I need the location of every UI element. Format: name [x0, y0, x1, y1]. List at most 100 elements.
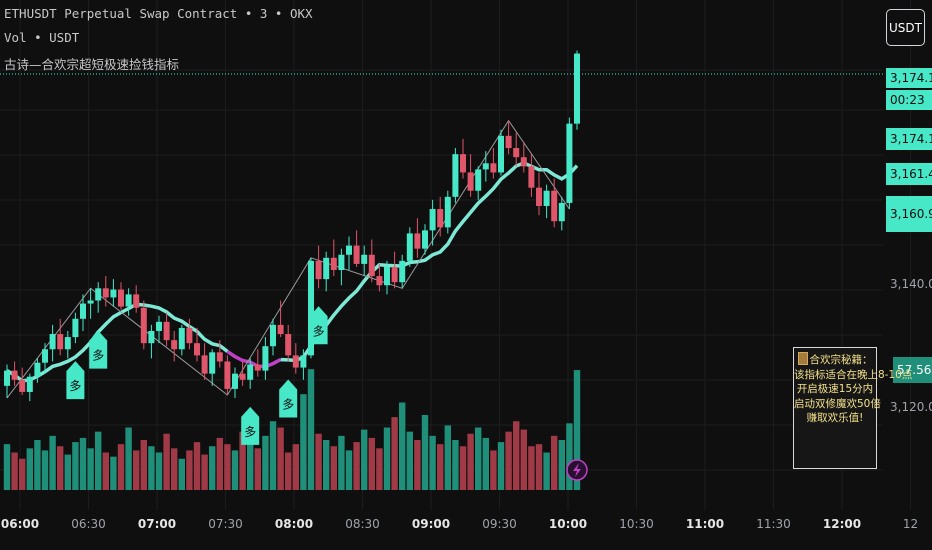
candle[interactable] — [429, 199, 436, 246]
signal-label: 多 — [92, 349, 104, 363]
candles[interactable] — [4, 50, 580, 402]
candle[interactable] — [95, 282, 102, 313]
candle[interactable] — [118, 282, 124, 310]
candle[interactable] — [437, 196, 444, 237]
candle[interactable] — [467, 154, 474, 197]
candle[interactable] — [399, 254, 406, 289]
candle[interactable] — [300, 349, 307, 380]
candle[interactable] — [330, 239, 337, 277]
candle-body — [148, 330, 155, 344]
candle[interactable] — [460, 138, 466, 179]
moving-average-line — [280, 161, 579, 363]
candle[interactable] — [551, 178, 558, 228]
candle[interactable] — [19, 367, 26, 395]
candle[interactable] — [376, 263, 383, 292]
candle[interactable] — [444, 190, 451, 234]
candle[interactable] — [110, 279, 117, 307]
candle[interactable] — [148, 324, 155, 359]
volume-bar — [79, 437, 87, 490]
candle[interactable] — [171, 330, 178, 362]
candle[interactable] — [201, 343, 208, 380]
candle[interactable] — [254, 349, 261, 377]
candle[interactable] — [163, 312, 170, 347]
candle[interactable] — [505, 120, 512, 155]
candle-body — [26, 376, 33, 392]
candle[interactable] — [285, 324, 292, 362]
candle[interactable] — [452, 148, 459, 203]
signal-marker-shape — [279, 379, 298, 418]
candle[interactable] — [216, 340, 223, 368]
candle[interactable] — [26, 373, 33, 402]
candle[interactable] — [475, 166, 482, 200]
volume-bar — [117, 444, 125, 490]
candle[interactable] — [194, 327, 200, 362]
volume-bar — [452, 440, 459, 490]
candle[interactable] — [353, 230, 360, 267]
candle[interactable] — [482, 151, 489, 182]
candle[interactable] — [42, 343, 48, 374]
candle[interactable] — [133, 285, 140, 313]
candle[interactable] — [80, 294, 86, 331]
candle[interactable] — [209, 349, 216, 386]
candle[interactable] — [49, 324, 56, 362]
candle-body — [551, 190, 558, 222]
candle-body — [72, 318, 79, 338]
candle[interactable] — [323, 251, 330, 292]
candle[interactable] — [574, 50, 580, 130]
volume-bar — [19, 458, 26, 490]
candle[interactable] — [513, 132, 520, 167]
candle[interactable] — [224, 355, 231, 395]
candle[interactable] — [239, 361, 246, 386]
candle[interactable] — [277, 300, 284, 338]
lightning-icon[interactable] — [566, 459, 588, 481]
candle[interactable] — [262, 337, 269, 380]
candle[interactable] — [528, 154, 535, 197]
candle[interactable] — [125, 288, 132, 316]
candle[interactable] — [338, 248, 345, 286]
candle[interactable] — [156, 315, 162, 344]
candle[interactable] — [422, 224, 428, 255]
candle[interactable] — [346, 236, 352, 270]
time-tick: 08:00 — [275, 517, 313, 531]
candle[interactable] — [490, 148, 497, 179]
candle-body — [87, 300, 94, 304]
candle-body — [391, 266, 398, 283]
currency-button[interactable]: USDT — [886, 9, 925, 46]
candle[interactable] — [64, 330, 71, 359]
candle[interactable] — [543, 184, 550, 219]
candle[interactable] — [315, 245, 322, 289]
candle[interactable] — [520, 141, 527, 173]
candle-body — [247, 364, 254, 380]
candle[interactable] — [292, 343, 299, 374]
candle[interactable] — [102, 276, 109, 307]
candle[interactable] — [368, 239, 375, 283]
candle[interactable] — [361, 245, 368, 277]
candle[interactable] — [270, 318, 276, 356]
candle-body — [270, 324, 276, 347]
candle-body — [452, 154, 459, 197]
candle-body — [368, 254, 375, 277]
candle[interactable] — [186, 318, 193, 350]
candle[interactable] — [11, 361, 18, 386]
volume-bar — [148, 446, 155, 490]
candle[interactable] — [391, 251, 398, 289]
candle[interactable] — [178, 324, 185, 356]
candle[interactable] — [414, 218, 421, 258]
candle[interactable] — [498, 129, 504, 176]
scroll-icon — [797, 352, 808, 365]
candle[interactable] — [72, 312, 79, 344]
candle[interactable] — [536, 172, 542, 216]
info-box: 合欢宗秘籍： 该指标适合在晚上8-10点 开启极速15分内 启动双修魔欢50倍 … — [793, 347, 912, 469]
candle[interactable] — [406, 227, 413, 267]
candle[interactable] — [140, 300, 147, 350]
volume-bar — [64, 454, 71, 490]
candle[interactable] — [34, 358, 41, 383]
candle[interactable] — [57, 318, 64, 356]
candle[interactable] — [4, 364, 10, 399]
candle[interactable] — [247, 358, 254, 389]
candle[interactable] — [558, 196, 565, 231]
candle[interactable] — [566, 117, 573, 210]
candle[interactable] — [232, 367, 238, 399]
candle[interactable] — [384, 260, 390, 295]
candle[interactable] — [87, 288, 94, 319]
